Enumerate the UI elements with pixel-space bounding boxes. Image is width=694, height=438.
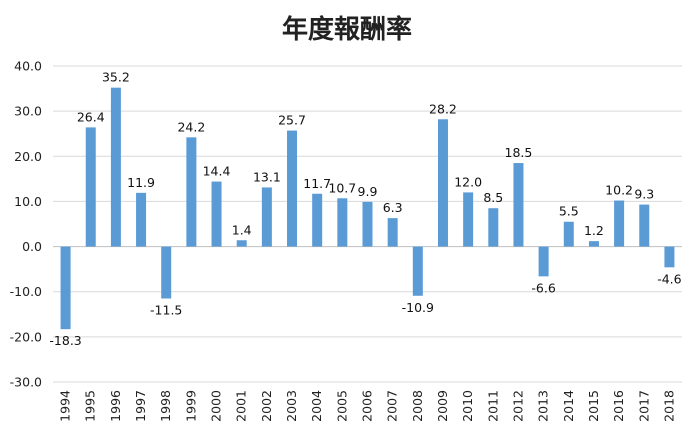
data-label-2017: 9.3 <box>634 187 654 202</box>
bar-1999 <box>186 137 197 247</box>
bar-1995 <box>85 127 96 247</box>
data-label-1999: 24.2 <box>177 119 205 134</box>
x-tick-label-2016: 2016 <box>611 390 626 422</box>
x-tick-label-2007: 2007 <box>385 390 400 422</box>
x-tick-label-2006: 2006 <box>360 390 375 422</box>
y-axis-ticks: 40.0 30.0 20.0 10.0 0.0 -10.0 -20.0 -30.0 <box>10 59 42 390</box>
data-label-2002: 13.1 <box>253 169 281 184</box>
data-label-2005: 10.7 <box>328 180 356 195</box>
bar-2001 <box>236 240 247 247</box>
data-label-2011: 8.5 <box>483 190 503 205</box>
bar-2002 <box>261 187 272 247</box>
bar-2000 <box>211 181 222 247</box>
x-tick-label-2010: 2010 <box>460 390 475 422</box>
bar-2017 <box>639 204 650 247</box>
bar-2009 <box>437 119 448 247</box>
x-axis-ticks: 1994 1995 1996 1997 1998 1999 2000 2001 2002 2003… <box>58 390 677 422</box>
data-label-2010: 12.0 <box>454 174 482 189</box>
x-tick-label-2002: 2002 <box>259 390 274 422</box>
x-tick-label-2001: 2001 <box>234 390 249 422</box>
data-label-1996: 35.2 <box>102 70 130 85</box>
y-tick-label: 20.0 <box>14 149 42 164</box>
bar-2011 <box>488 208 499 247</box>
bar-2018 <box>664 246 675 268</box>
x-tick-label-2015: 2015 <box>586 390 601 422</box>
x-tick-label-2012: 2012 <box>510 390 525 422</box>
x-tick-label-1999: 1999 <box>183 390 198 422</box>
y-tick-label: 30.0 <box>14 104 42 119</box>
data-label-2018: -4.6 <box>657 271 681 286</box>
data-label-1995: 26.4 <box>77 109 105 124</box>
x-tick-label-2017: 2017 <box>636 390 651 422</box>
bar-2006 <box>362 201 373 247</box>
bar-2005 <box>337 198 348 247</box>
x-tick-label-2008: 2008 <box>410 390 425 422</box>
y-tick-label: -30.0 <box>10 375 42 390</box>
bar-1998 <box>161 246 172 299</box>
data-label-1998: -11.5 <box>150 302 182 317</box>
y-tick-label: 40.0 <box>14 59 42 74</box>
data-label-2004: 11.7 <box>303 176 331 191</box>
x-tick-label-2009: 2009 <box>435 390 450 422</box>
data-label-2016: 10.2 <box>605 183 633 198</box>
x-tick-label-1995: 1995 <box>83 390 98 422</box>
bar-1997 <box>136 192 147 247</box>
x-tick-label-2013: 2013 <box>536 390 551 422</box>
data-label-2007: 6.3 <box>383 200 403 215</box>
bar-2016 <box>614 200 625 247</box>
x-tick-label-1996: 1996 <box>108 390 123 422</box>
bar-2004 <box>312 193 323 247</box>
bar-2010 <box>463 192 474 247</box>
bar-1996 <box>110 87 121 247</box>
bar-2013 <box>538 246 549 277</box>
chart-title: 年度報酬率 <box>282 14 412 45</box>
x-tick-label-2005: 2005 <box>334 390 349 422</box>
y-tick-label: -10.0 <box>10 284 42 299</box>
bar-2015 <box>588 241 599 247</box>
x-tick-label-1998: 1998 <box>158 390 173 422</box>
data-label-2012: 18.5 <box>505 145 533 160</box>
data-label-2003: 25.7 <box>278 113 306 128</box>
bar-2003 <box>287 130 298 247</box>
data-label-1997: 11.9 <box>127 175 155 190</box>
y-tick-label: -20.0 <box>10 329 42 344</box>
x-tick-label-2018: 2018 <box>661 390 676 422</box>
bar-2014 <box>563 221 574 247</box>
data-label-2000: 14.4 <box>203 164 231 179</box>
x-tick-label-2014: 2014 <box>561 390 576 422</box>
bar-2007 <box>387 218 398 247</box>
x-tick-label-2000: 2000 <box>209 390 224 422</box>
bar-1994 <box>60 246 71 330</box>
x-tick-label-1997: 1997 <box>133 390 148 422</box>
data-label-2001: 1.4 <box>232 222 252 237</box>
x-tick-label-1994: 1994 <box>58 390 73 422</box>
data-label-2015: 1.2 <box>584 223 604 238</box>
bars <box>60 87 675 330</box>
data-label-2008: -10.9 <box>402 300 434 315</box>
data-label-2006: 9.9 <box>358 184 378 199</box>
x-tick-label-2011: 2011 <box>485 390 500 422</box>
y-tick-label: 0.0 <box>22 239 42 254</box>
data-labels: -18.3 26.4 35.2 11.9 -11.5 24.2 14.4 1.4 13.1 25.… <box>49 70 681 349</box>
data-label-2014: 5.5 <box>559 204 579 219</box>
bar-2008 <box>412 246 423 296</box>
x-tick-label-2003: 2003 <box>284 390 299 422</box>
x-tick-label-2004: 2004 <box>309 390 324 422</box>
data-label-2009: 28.2 <box>429 101 457 116</box>
data-label-2013: -6.6 <box>531 280 555 295</box>
data-label-1994: -18.3 <box>49 333 81 348</box>
bar-2012 <box>513 163 524 247</box>
y-tick-label: 10.0 <box>14 194 42 209</box>
